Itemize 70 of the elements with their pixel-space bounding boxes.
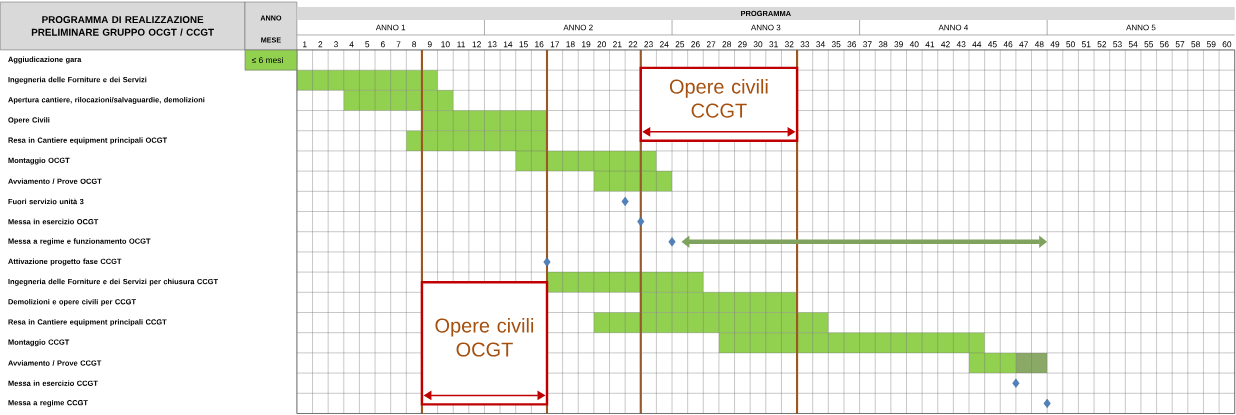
- x-tick-label: 54: [1128, 41, 1138, 48]
- x-tick-label: 3: [333, 41, 338, 48]
- text: ≤ 6 mesi: [251, 57, 283, 64]
- x-tick-label: 27: [706, 41, 716, 48]
- x-tick-label: 14: [503, 41, 513, 48]
- x-tick-label: 13: [488, 41, 497, 48]
- point: [637, 217, 645, 227]
- x-tick-label: 18: [566, 41, 575, 48]
- x-tick-label: 4: [349, 41, 354, 48]
- x-tick-label: 21: [613, 41, 622, 48]
- x-tick-label: 20: [597, 41, 607, 48]
- x-tick-label: 50: [1066, 41, 1075, 48]
- x-tick-label: 47: [1019, 41, 1028, 48]
- x-tick-label: 48: [1034, 41, 1044, 48]
- x-tick-label: 8: [412, 41, 417, 48]
- x-tick-label: 37: [863, 41, 872, 48]
- x-tick-label: 49: [1050, 41, 1060, 48]
- x-tick-label: 32: [784, 41, 794, 48]
- x-tick-label: 16: [535, 41, 544, 48]
- point: [543, 257, 551, 267]
- x-tick-label: 40: [909, 41, 919, 48]
- x-tick-label: 23: [644, 41, 653, 48]
- x-tick-label: 52: [1097, 41, 1107, 48]
- point: [1043, 399, 1051, 409]
- x-tick-label: 56: [1160, 41, 1169, 48]
- x-tick-label: 7: [396, 41, 401, 48]
- annotation: Opere civili OCGT: [435, 318, 534, 357]
- x-tick-label: 11: [457, 41, 465, 48]
- point: [668, 237, 676, 247]
- x-tick-label: 6: [380, 41, 385, 48]
- x-tick-label: 36: [847, 41, 857, 48]
- x-tick-label: 24: [659, 41, 669, 48]
- x-tick-label: 9: [427, 41, 432, 48]
- x-tick-label: 10: [441, 41, 450, 48]
- x-tick-label: 45: [987, 41, 997, 48]
- x-tick-label: 60: [1222, 41, 1232, 48]
- x-tick-label: 1: [303, 41, 307, 48]
- x-tick-label: 19: [582, 41, 591, 48]
- x-tick-label: 29: [738, 41, 747, 48]
- x-tick-label: 12: [472, 41, 481, 48]
- x-tick-label: 59: [1206, 41, 1216, 48]
- x-tick-label: 15: [519, 41, 528, 48]
- x-tick-label: 26: [691, 41, 700, 48]
- annotation: Opere civili CCGT: [669, 79, 768, 118]
- x-tick-label: 22: [628, 41, 638, 48]
- x-tick-label: 42: [941, 41, 950, 48]
- x-tick-label: 43: [956, 41, 966, 48]
- x-tick-label: 30: [753, 41, 763, 48]
- x-tick-label: 35: [831, 41, 841, 48]
- x-tick-label: 57: [1175, 41, 1185, 48]
- x-tick-label: 25: [675, 41, 685, 48]
- x-tick-label: 41: [925, 41, 935, 48]
- x-tick-label: 31: [769, 41, 778, 48]
- point: [1012, 378, 1020, 388]
- x-tick-label: 5: [365, 41, 370, 48]
- x-tick-label: 38: [878, 41, 888, 48]
- x-tick-label: 58: [1191, 41, 1200, 48]
- x-tick-label: 46: [1003, 41, 1013, 48]
- x-tick-label: 44: [972, 41, 982, 48]
- x-tick-label: 33: [800, 41, 810, 48]
- x-tick-label: 39: [894, 41, 903, 48]
- x-tick-label: 51: [1081, 41, 1091, 48]
- x-tick-label: 53: [1113, 41, 1122, 48]
- x-tick-label: 34: [816, 41, 825, 48]
- x-tick-label: 2: [318, 41, 323, 48]
- x-tick-label: 17: [550, 41, 560, 48]
- x-tick-label: 55: [1144, 41, 1154, 48]
- point: [621, 197, 629, 207]
- x-tick-label: 28: [722, 41, 732, 48]
- text: PROGRAMMA DI REALIZZAZIONE PRELIMINARE GRUPPO OCGT / CCGT: [31, 16, 214, 37]
